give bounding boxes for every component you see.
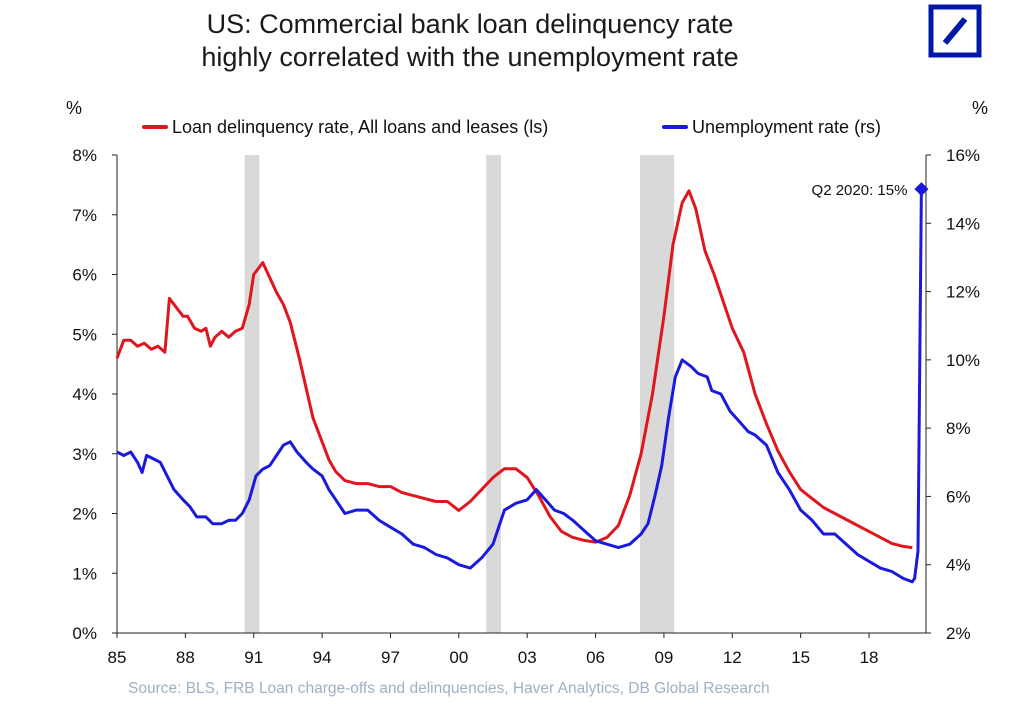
unemployment-line	[116, 189, 923, 584]
x-tick-label: 97	[381, 648, 400, 667]
left-tick-label: 7%	[72, 206, 97, 225]
right-tick-label: 14%	[946, 214, 980, 233]
x-tick-label: 00	[449, 648, 468, 667]
left-tick-label: 0%	[72, 624, 97, 643]
x-tick-label: 09	[654, 648, 673, 667]
annotation-label: Q2 2020: 15%	[812, 182, 908, 199]
recession-band-0	[244, 155, 260, 633]
left-tick-label: 5%	[72, 325, 97, 344]
left-tick-label: 4%	[72, 385, 97, 404]
left-tick-label: 2%	[72, 505, 97, 524]
annotation-marker	[914, 182, 929, 197]
x-tick-label: 18	[860, 648, 879, 667]
right-tick-label: 8%	[946, 419, 971, 438]
legend-swatch-unemployment	[662, 125, 688, 130]
right-tick-label: 6%	[946, 487, 971, 506]
left-tick-label: 6%	[72, 266, 97, 285]
deutsche-bank-logo-icon	[928, 4, 982, 58]
x-tick-label: 94	[313, 648, 332, 667]
right-tick-label: 16%	[946, 146, 980, 165]
recession-band-2	[640, 155, 675, 633]
right-tick-label: 12%	[946, 283, 980, 302]
right-tick-label: 4%	[946, 556, 971, 575]
x-tick-label: 15	[791, 648, 810, 667]
left-tick-label: 3%	[72, 445, 97, 464]
left-tick-label: 8%	[72, 146, 97, 165]
x-tick-label: 85	[108, 648, 127, 667]
x-tick-label: 06	[586, 648, 605, 667]
x-tick-label: 91	[244, 648, 263, 667]
recession-band-1	[486, 155, 501, 633]
source-note: Source: BLS, FRB Loan charge-offs and de…	[128, 680, 770, 697]
legend-swatch-loan	[142, 125, 168, 130]
legend-label-unemployment: Unemployment rate (rs)	[692, 117, 882, 137]
title-line-2: highly correlated with the unemployment …	[201, 42, 739, 72]
x-tick-label: 12	[723, 648, 742, 667]
title-line-1: US: Commercial bank loan delinquency rat…	[206, 9, 734, 39]
right-tick-label: 10%	[946, 351, 980, 370]
chart-title: US: Commercial bank loan delinquency rat…	[60, 8, 880, 74]
left-tick-label: 1%	[72, 564, 97, 583]
legend-label-loan: Loan delinquency rate, All loans and lea…	[172, 117, 549, 137]
legend-item-loan: Loan delinquency rate, All loans and lea…	[142, 117, 548, 138]
right-tick-label: 2%	[946, 624, 971, 643]
right-axis-unit: %	[972, 98, 989, 118]
x-tick-label: 88	[176, 648, 195, 667]
x-tick-label: 03	[518, 648, 537, 667]
legend-item-unemployment: Unemployment rate (rs)	[662, 117, 881, 138]
left-axis-unit: %	[66, 98, 83, 118]
loan-delinquency-line	[115, 189, 913, 550]
